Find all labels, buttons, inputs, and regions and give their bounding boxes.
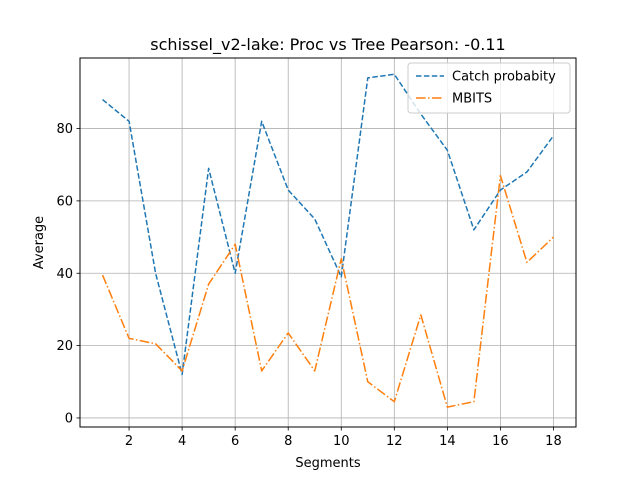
series-line-catch-probabity — [102, 73, 555, 376]
x-tick-label: 16 — [492, 434, 509, 449]
x-axis-title: Segments — [295, 456, 361, 471]
legend-label-catch-probabity: Catch probabity — [452, 70, 556, 85]
grid — [80, 58, 576, 427]
y-tick-label: 40 — [56, 267, 73, 282]
series-group — [101, 73, 555, 408]
y-axis-title: Average — [32, 216, 47, 269]
x-tick-label: 14 — [439, 434, 456, 449]
series-line-mbits — [101, 174, 554, 408]
x-tick-label: 6 — [231, 434, 239, 449]
x-tick-label: 8 — [284, 434, 292, 449]
x-tick-label: 4 — [178, 434, 186, 449]
x-tick-label: 12 — [386, 434, 403, 449]
y-tick-label: 60 — [56, 194, 73, 209]
axis-ticks: 2 4 6 8 10 12 14 16 18 0 20 40 60 80 — [56, 122, 561, 449]
legend-box — [407, 62, 571, 114]
plot-frame — [79, 57, 577, 428]
legend: Catch probabity MBITS — [407, 62, 571, 114]
y-tick-label: 80 — [56, 122, 73, 137]
legend-label-mbits: MBITS — [452, 92, 492, 107]
y-tick-label: 0 — [65, 411, 73, 426]
chart-title: schissel_v2-lake: Proc vs Tree Pearson: … — [150, 35, 505, 55]
x-tick-label: 2 — [125, 434, 133, 449]
y-tick-label: 20 — [56, 339, 73, 354]
x-tick-label: 18 — [545, 434, 562, 449]
x-tick-label: 10 — [333, 434, 350, 449]
